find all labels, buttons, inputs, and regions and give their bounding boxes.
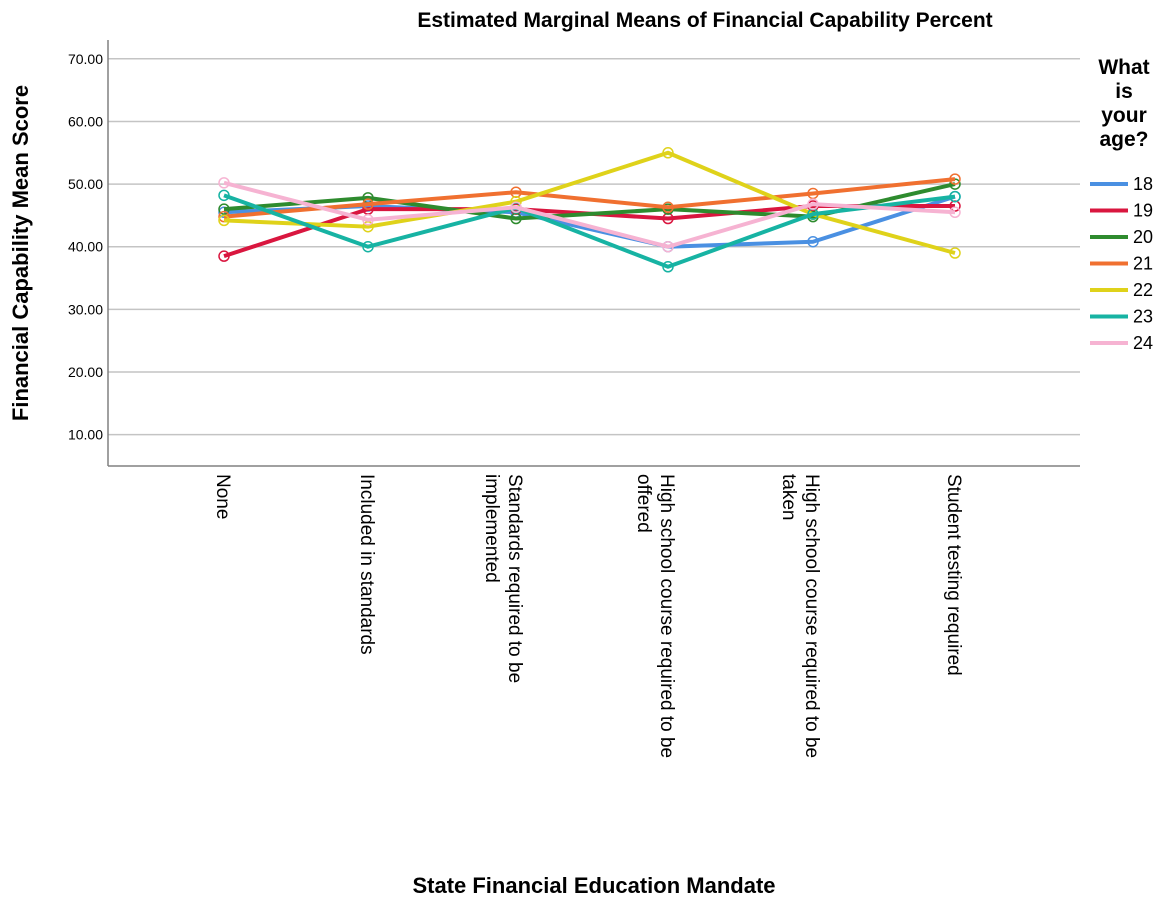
data-point — [362, 198, 374, 210]
legend-title-line: is — [1115, 80, 1133, 103]
data-point — [218, 177, 230, 189]
grid-lines — [108, 58, 1080, 436]
legend-entry: 23 — [1133, 307, 1153, 327]
x-tick-label-line: High school course required to be — [656, 474, 677, 758]
x-tick-label-line: None — [212, 474, 233, 519]
legend-entry: 19 — [1133, 201, 1153, 221]
y-tick-label: 10.00 — [68, 427, 103, 443]
axes — [107, 40, 1080, 467]
y-tick-labels: 10.00 20.00 30.00 40.00 50.00 60.00 70.00 — [68, 51, 103, 443]
y-axis-label: Financial Capability Mean Score — [8, 85, 33, 421]
x-tick-label: None — [212, 474, 233, 519]
data-point — [662, 240, 674, 253]
data-point — [218, 214, 230, 227]
series-line — [223, 180, 956, 249]
chart-title: Estimated Marginal Means of Financial Ca… — [417, 9, 992, 32]
x-tick-label-line: High school course required to be — [801, 474, 822, 758]
y-tick-label: 50.00 — [68, 176, 103, 192]
y-tick-label: 40.00 — [68, 239, 103, 255]
data-point — [662, 261, 674, 273]
data-point — [807, 235, 819, 248]
y-tick-label: 20.00 — [68, 364, 103, 380]
data-point — [807, 198, 819, 210]
x-tick-label: Included in standards — [356, 474, 377, 655]
x-tick-label-line: Student testing required — [943, 474, 964, 676]
data-point — [949, 190, 961, 203]
legend-entry: 18 — [1133, 174, 1153, 194]
x-tick-labels: None Included in standards Standards requi… — [212, 474, 964, 758]
data-point — [949, 206, 961, 219]
legend-entry: 20 — [1133, 227, 1153, 247]
legend-title-line: your — [1101, 104, 1147, 127]
x-axis-label: State Financial Education Mandate — [412, 873, 775, 898]
x-tick-label-line: Included in standards — [356, 474, 377, 655]
series-24 — [218, 177, 961, 253]
series-line — [223, 177, 956, 219]
data-point — [362, 240, 374, 253]
series-line — [223, 150, 956, 255]
y-tick-label: 30.00 — [68, 301, 103, 317]
y-tick-label: 70.00 — [68, 51, 103, 67]
data-point — [510, 201, 522, 214]
data-point — [218, 203, 230, 215]
legend-entry: 21 — [1133, 254, 1153, 274]
series-22 — [218, 147, 961, 259]
data-point — [662, 201, 674, 214]
legend-title-line: What — [1098, 56, 1149, 79]
data-point — [662, 147, 674, 159]
series-lines — [218, 147, 961, 273]
data-point — [362, 214, 374, 226]
data-point — [218, 189, 230, 202]
y-tick-label: 60.00 — [68, 113, 103, 129]
x-tick-label-line: Standards required to be — [504, 474, 525, 683]
legend-entry: 24 — [1133, 333, 1153, 353]
x-tick-label: Student testing required — [943, 474, 964, 676]
data-point — [218, 250, 230, 262]
series-line — [223, 193, 956, 269]
data-point — [949, 173, 961, 185]
legend-title-line: age? — [1099, 128, 1148, 151]
x-tick-label-line: taken — [778, 474, 799, 520]
data-point — [949, 247, 961, 259]
legend-entry: 22 — [1133, 280, 1153, 300]
x-tick-label-line: offered — [633, 474, 654, 533]
x-tick-label-line: implemented — [481, 474, 502, 583]
